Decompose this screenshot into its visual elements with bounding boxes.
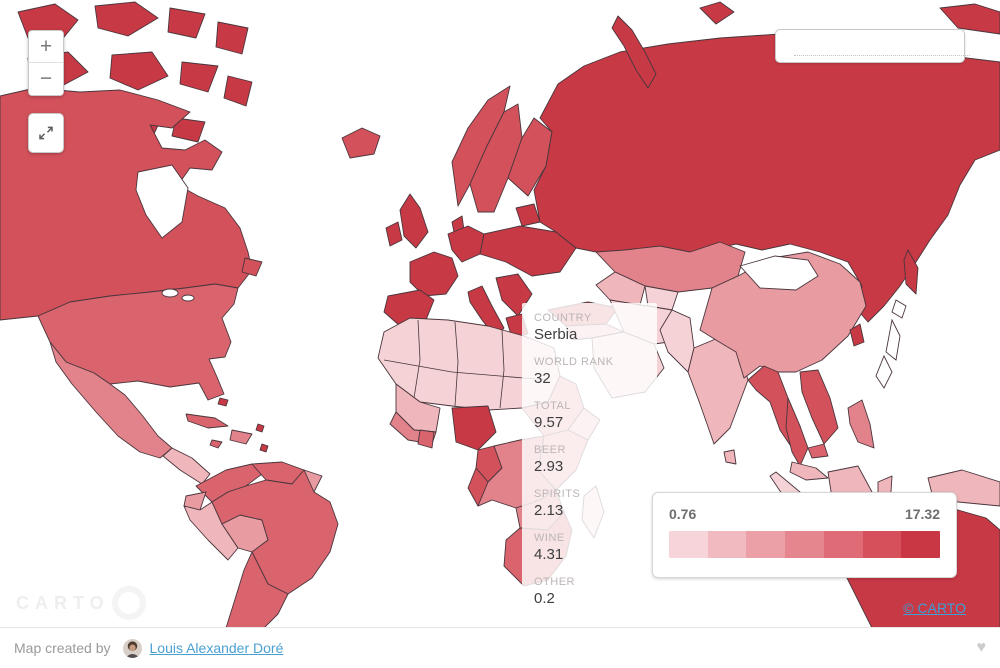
- avatar-photo: [122, 638, 142, 658]
- author-avatar[interactable]: [122, 638, 142, 658]
- fit-bounds-button[interactable]: [28, 113, 64, 153]
- tooltip: COUNTRY Serbia WORLD RANK 32 TOTAL 9.57 BEER 2.…: [522, 303, 657, 628]
- tooltip-field-value: 4.31: [534, 546, 564, 563]
- tooltip-field-label: BEER: [534, 444, 566, 456]
- expand-arrows-icon: [39, 126, 53, 140]
- tooltip-field-value: 32: [534, 370, 551, 387]
- map-viewport[interactable]: [0, 0, 1000, 628]
- legend-max-label: 17.32: [904, 506, 940, 522]
- choropleth-legend: 0.76 17.32: [652, 492, 957, 578]
- legend-swatch: [707, 531, 747, 558]
- tooltip-field-label: TOTAL: [534, 400, 571, 412]
- tooltip-field: SPIRITS 2.13: [534, 487, 657, 520]
- legend-swatch: [823, 531, 863, 558]
- legend-swatch: [862, 531, 902, 558]
- legend-min-label: 0.76: [669, 506, 697, 522]
- carto-attribution-link[interactable]: © CARTO: [903, 600, 966, 616]
- tooltip-field-label: WINE: [534, 532, 565, 544]
- country-nigeria[interactable]: [451, 405, 497, 451]
- tooltip-field-label: WORLD RANK: [534, 356, 614, 368]
- like-heart-icon[interactable]: ♥: [976, 639, 987, 656]
- legend-ramp: [669, 531, 940, 558]
- tooltip-field: WORLD RANK 32: [534, 355, 657, 388]
- footer-bar: Map created by Louis Alexander Doré ♥: [0, 627, 1000, 668]
- created-by-text: Map created by: [14, 640, 111, 656]
- zoom-out-button[interactable]: −: [29, 63, 63, 95]
- tooltip-field-value: 2.13: [534, 502, 564, 519]
- legend-swatch: [785, 531, 824, 558]
- tooltip-field: WINE 4.31: [534, 531, 657, 564]
- legend-swatch: [746, 531, 786, 558]
- tooltip-field: COUNTRY Serbia: [534, 311, 657, 344]
- legend-swatch: [901, 531, 940, 558]
- tooltip-field-label: OTHER: [534, 576, 575, 588]
- legend-swatch: [669, 531, 708, 558]
- tooltip-field-label: SPIRITS: [534, 488, 581, 500]
- tooltip-field-value: 2.93: [534, 458, 564, 475]
- tooltip-field: OTHER 0.2: [534, 575, 657, 608]
- tooltip-field: TOTAL 9.57: [534, 399, 657, 432]
- tooltip-field-label: COUNTRY: [534, 312, 592, 324]
- tooltip-field: BEER 2.93: [534, 443, 657, 476]
- author-link[interactable]: Louis Alexander Doré: [149, 640, 284, 656]
- country-brazil[interactable]: [211, 469, 339, 595]
- zoom-in-button[interactable]: +: [29, 31, 63, 63]
- search-box: [775, 29, 970, 63]
- zoom-control: + −: [28, 30, 64, 96]
- tooltip-field-value: Serbia: [534, 326, 578, 343]
- search-input[interactable]: [794, 39, 970, 56]
- tooltip-field-value: 0.2: [534, 590, 555, 607]
- tooltip-field-value: 9.57: [534, 414, 564, 431]
